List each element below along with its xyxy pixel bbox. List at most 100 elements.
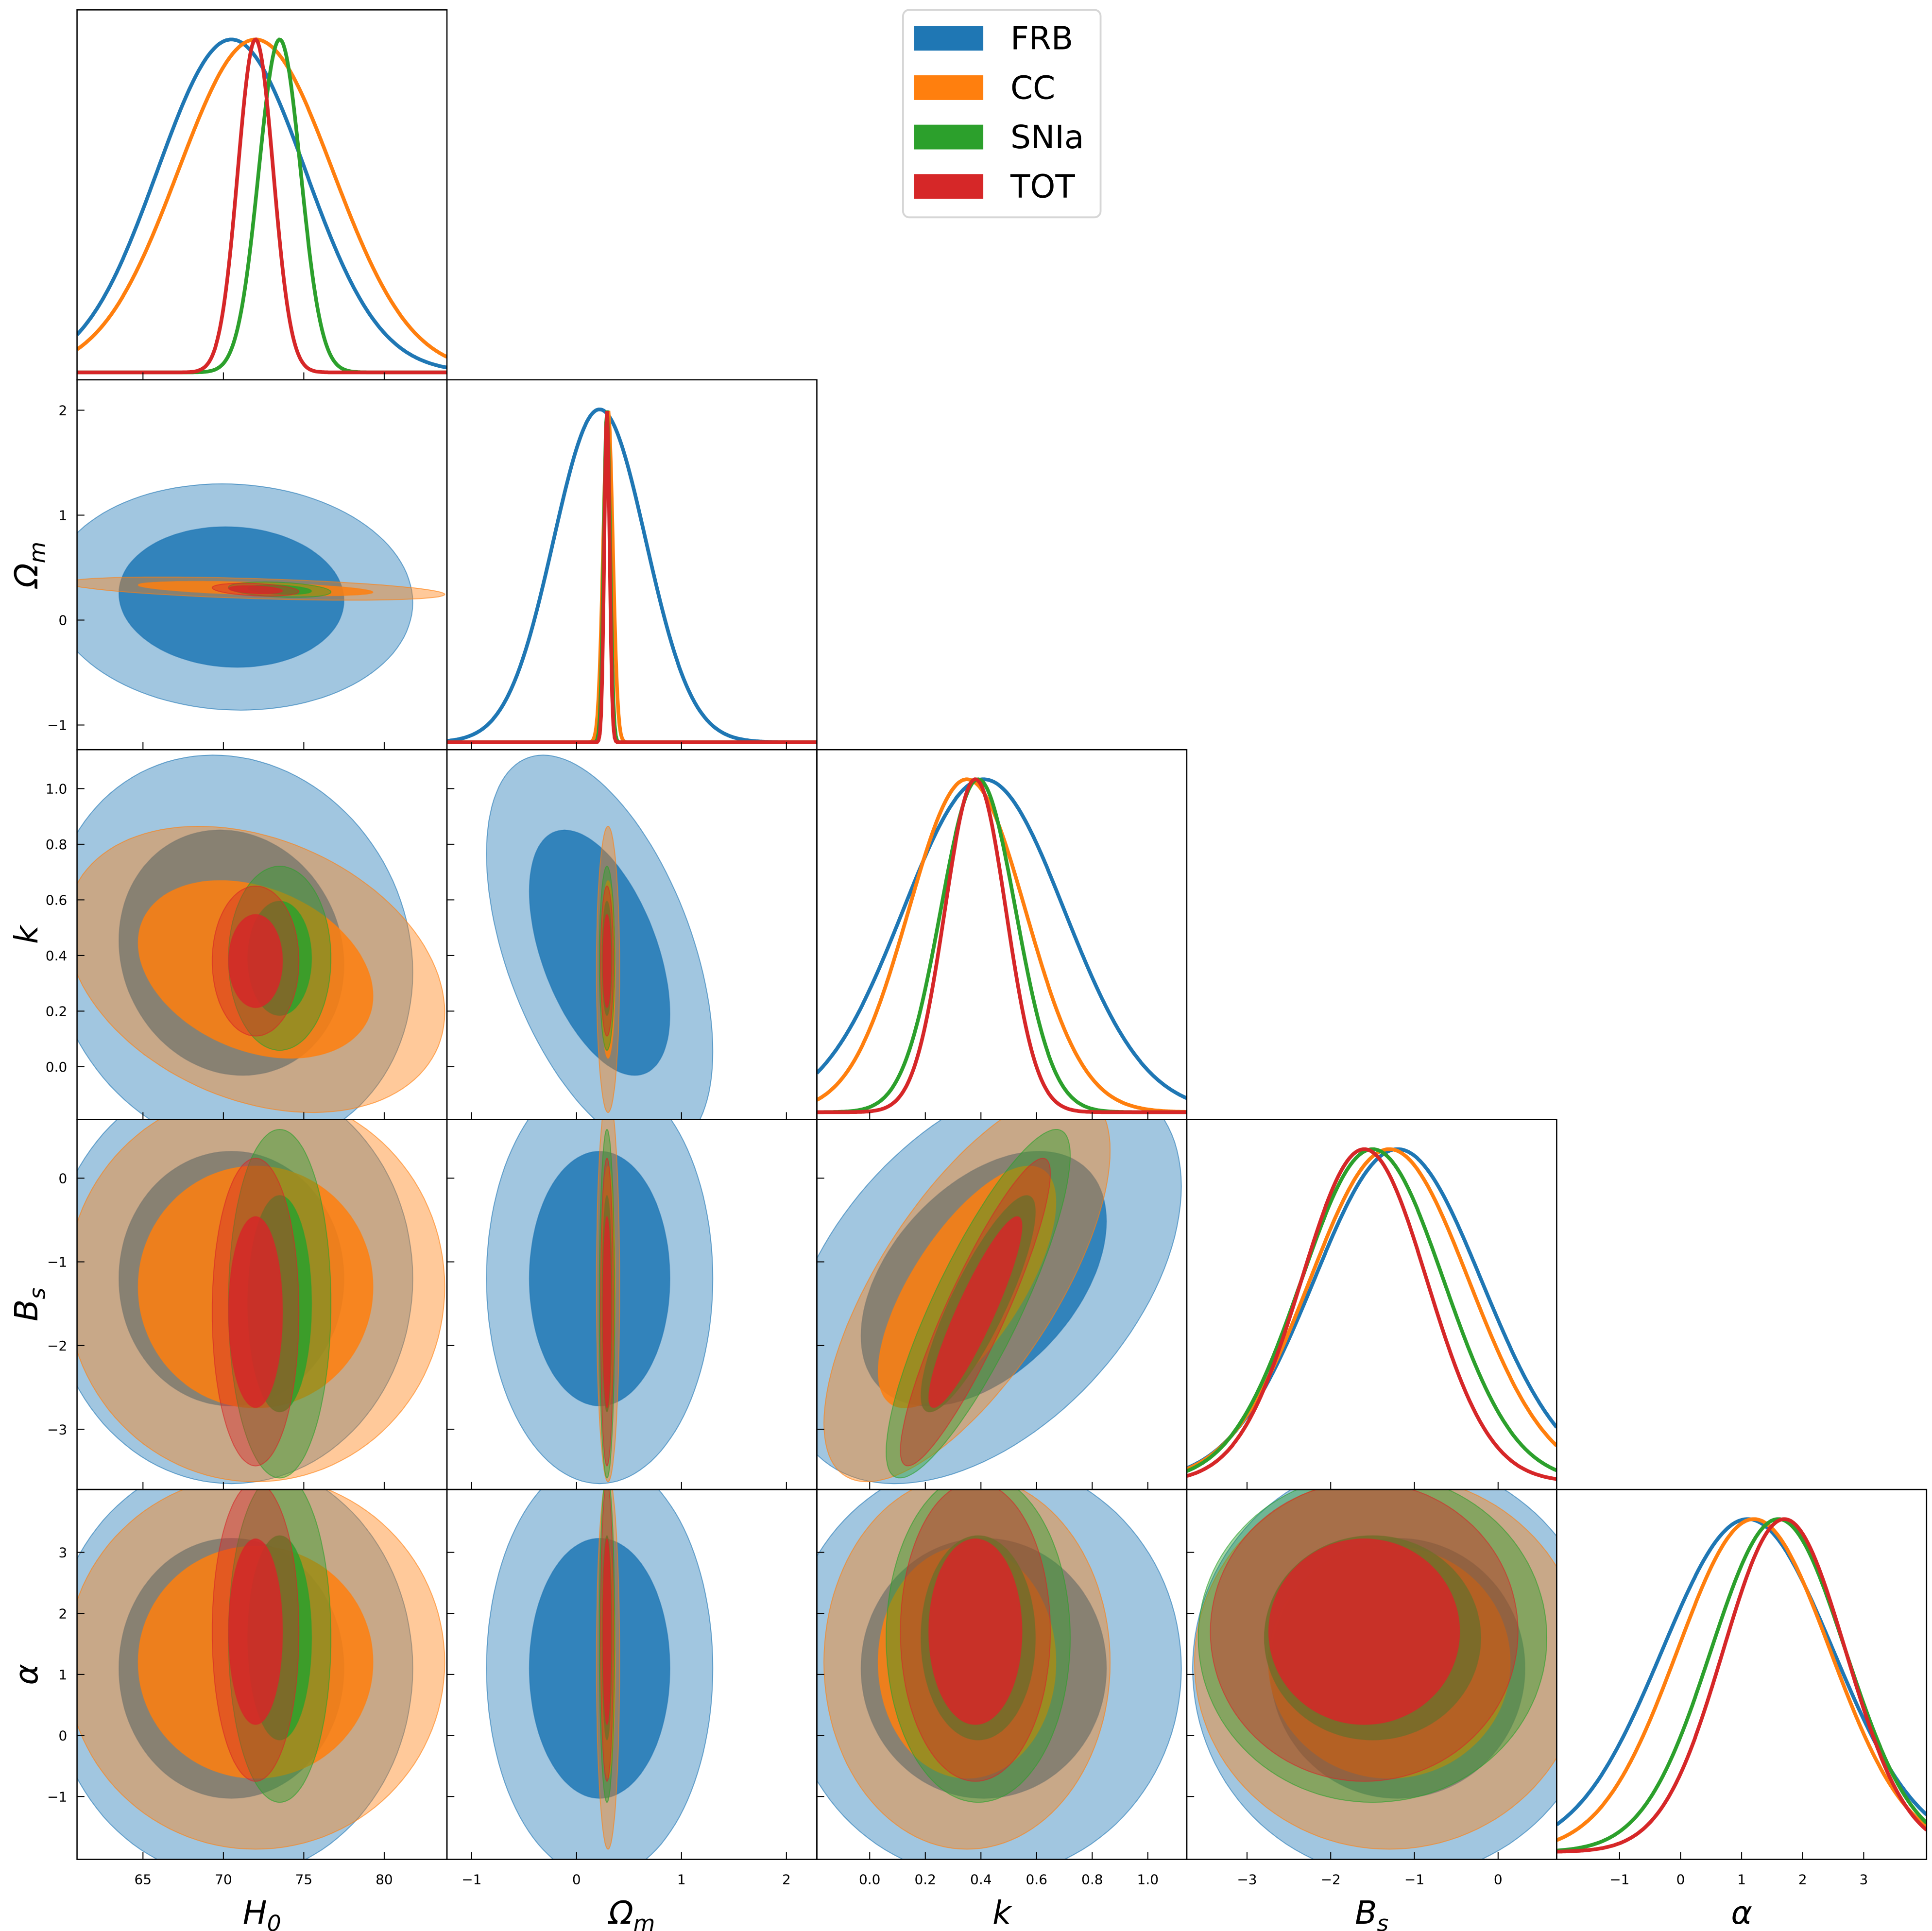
x-tick-label: 0: [572, 1871, 581, 1887]
panel-alpha-Om: [486, 1489, 714, 1860]
y-tick-label: 1: [58, 508, 67, 524]
y-axis-label-Om: Ωm: [8, 542, 50, 589]
marginal-curve-FRB: [77, 37, 447, 370]
y-axis-label-alpha: α: [8, 1664, 45, 1685]
panel-alpha-alpha: [1556, 1517, 1927, 1854]
y-tick-label: 0.0: [46, 1059, 67, 1075]
x-tick-label: 1: [1737, 1871, 1746, 1887]
panel-k-H0: [77, 754, 445, 1120]
y-axis-label-Bs: Bs: [8, 1288, 50, 1321]
x-tick-label: −1: [462, 1871, 481, 1887]
legend-swatch-FRB: [914, 26, 984, 51]
contour-inner-TOT: [1268, 1538, 1460, 1725]
marginal-curve-SNIa: [1556, 1517, 1927, 1853]
y-tick-label: 2: [58, 403, 67, 419]
x-tick-label: 70: [215, 1871, 232, 1887]
x-tick-label: −1: [1404, 1871, 1424, 1887]
legend-label-FRB: FRB: [1010, 20, 1073, 57]
y-tick-label: 1.0: [46, 781, 67, 797]
panel-k-k: [817, 777, 1187, 1114]
y-tick-label: −3: [47, 1421, 67, 1437]
contour-inner-FRB: [118, 526, 344, 668]
x-tick-label: 0.2: [915, 1871, 936, 1887]
x-tick-label: 0: [1676, 1871, 1685, 1887]
marginal-curve-SNIa: [447, 410, 817, 744]
contour-inner-TOT: [228, 585, 283, 594]
panel-Bs-Bs: [1186, 1147, 1557, 1481]
y-tick-label: 0: [58, 1728, 67, 1744]
x-tick-label: −1: [1609, 1871, 1629, 1887]
legend-box: [902, 9, 1102, 219]
panel-frame: [816, 749, 1188, 1120]
contour-inner-TOT: [228, 1538, 283, 1725]
x-tick-label: 1: [677, 1871, 686, 1887]
y-tick-label: 0: [58, 613, 67, 629]
x-tick-label: −3: [1237, 1871, 1257, 1887]
x-tick-label: 3: [1860, 1871, 1868, 1887]
panel-alpha-k: [817, 1489, 1182, 1860]
contour-inner-TOT: [228, 914, 283, 1008]
contour-inner-TOT: [602, 1216, 612, 1408]
contour-inner-TOT: [602, 1538, 612, 1725]
x-tick-label: 75: [295, 1871, 313, 1887]
panel-alpha-Bs: [1192, 1489, 1557, 1860]
panel-H0-H0: [77, 37, 447, 375]
panel-k-Om: [486, 754, 714, 1120]
y-axis-label-k: k: [8, 924, 45, 944]
x-tick-label: 0.4: [970, 1871, 992, 1887]
x-axis-label-k: k: [992, 1894, 1012, 1931]
y-tick-label: 0.8: [46, 837, 67, 853]
x-axis-label-Om: Ωm: [607, 1894, 655, 1931]
x-axis-label-H0: H0: [243, 1894, 281, 1931]
legend-swatch-TOT: [914, 174, 984, 199]
x-tick-label: 0: [1494, 1871, 1503, 1887]
legend: FRB CC SNIa TOT: [902, 9, 1102, 219]
legend-swatch-SNIa: [914, 124, 984, 150]
panels: 65 70 75 80 H0 −1 0 1 2 Ωm −1 0 1 2 Ωm 0.0 0.2 0.4 0.6 0.8 1…: [8, 9, 1928, 1931]
marginal-curve-FRB: [817, 777, 1187, 1100]
legend-label-SNIa: SNIa: [1010, 119, 1084, 156]
y-tick-label: 3: [58, 1545, 67, 1561]
marginal-curve-TOT: [447, 410, 817, 744]
y-tick-label: −2: [47, 1338, 67, 1354]
marginal-curve-TOT: [817, 777, 1187, 1114]
marginal-curve-SNIa: [77, 37, 447, 375]
x-axis-label-alpha: α: [1731, 1894, 1752, 1931]
marginal-curve-CC: [817, 777, 1187, 1114]
y-tick-label: 0.2: [46, 1004, 67, 1020]
y-tick-label: 0.4: [46, 948, 67, 964]
marginal-curve-FRB: [447, 407, 817, 744]
y-tick-label: 0.6: [46, 892, 67, 908]
x-tick-label: −2: [1321, 1871, 1341, 1887]
x-tick-label: 0.0: [859, 1871, 880, 1887]
panel-frame: [1556, 1488, 1928, 1860]
x-tick-label: 65: [135, 1871, 152, 1887]
panel-alpha-H0: [77, 1489, 445, 1860]
legend-label-CC: CC: [1010, 69, 1055, 106]
marginal-curve-CC: [447, 410, 817, 744]
panel-Bs-H0: [77, 1119, 445, 1485]
legend-label-TOT: TOT: [1010, 168, 1075, 205]
contour-inner-TOT: [928, 1216, 1023, 1408]
contour-inner-TOT: [928, 1538, 1023, 1725]
marginal-curve-CC: [1556, 1517, 1927, 1842]
panel-frame: [446, 379, 818, 751]
marginal-curve-TOT: [1186, 1147, 1557, 1481]
legend-swatch-CC: [914, 75, 984, 100]
panel-Bs-Om: [486, 1119, 714, 1485]
panel-Om-H0: [77, 483, 445, 711]
contour-inner-TOT: [228, 1216, 283, 1408]
y-tick-label: 2: [58, 1606, 67, 1622]
x-tick-label: 0.6: [1026, 1871, 1047, 1887]
marginal-curve-FRB: [1556, 1517, 1927, 1827]
x-tick-label: 2: [1798, 1871, 1807, 1887]
marginal-curve-SNIa: [1186, 1147, 1557, 1473]
panel-Bs-k: [817, 1119, 1182, 1485]
x-tick-label: 80: [376, 1871, 393, 1887]
marginal-curve-CC: [77, 37, 447, 359]
y-tick-label: 0: [58, 1170, 67, 1186]
marginal-curve-TOT: [1556, 1517, 1927, 1854]
contour-inner-TOT: [602, 914, 612, 1008]
marginal-curve-TOT: [77, 37, 447, 375]
